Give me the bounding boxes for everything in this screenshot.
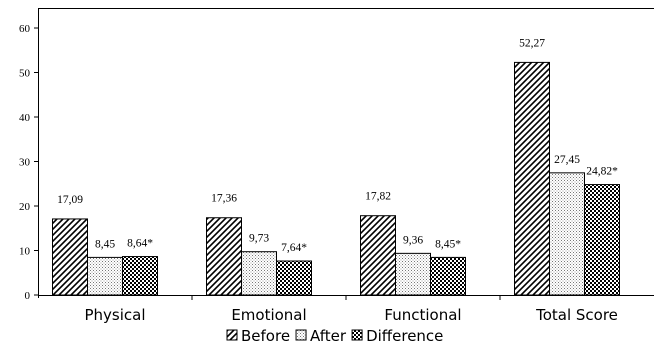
y-tick-label: 10 [19, 246, 31, 258]
x-axis-categories: Physical Emotional Functional Total Score [84, 295, 618, 324]
data-label: 52,27 [519, 37, 545, 49]
data-labels: 17,09 8,45 8,64* 17,36 9,73 7,64* 17,82 9,36 8,4… [57, 37, 618, 254]
legend-swatch-difference [351, 329, 363, 341]
bar-difference-functional [430, 256, 466, 296]
legend-label-difference: Difference [366, 327, 443, 345]
data-label: 9,36 [403, 234, 423, 246]
data-label: 24,82* [586, 166, 618, 178]
data-label: 7,64* [281, 242, 307, 254]
data-label: 27,45 [554, 154, 580, 166]
bar-after-physical [87, 256, 123, 296]
y-tick-label: 20 [19, 201, 31, 213]
y-tick-label: 40 [19, 112, 31, 124]
legend-label-before: Before [241, 327, 290, 345]
data-label: 9,73 [249, 233, 269, 245]
data-label: 17,82 [365, 191, 391, 203]
y-tick-label: 30 [19, 157, 31, 169]
bars [52, 61, 620, 296]
category-label: Functional [384, 306, 461, 324]
bar-before-emotional [206, 217, 242, 296]
bar-after-emotional [241, 251, 277, 296]
bar-difference-emotional [276, 260, 312, 296]
y-tick-label: 60 [19, 23, 31, 35]
bar-difference-physical [122, 256, 158, 296]
y-tick-label: 0 [25, 290, 31, 302]
y-tick-label: 50 [19, 68, 31, 80]
category-label: Total Score [535, 306, 618, 324]
y-axis: 0 10 20 30 40 50 60 [19, 23, 38, 302]
data-label: 8,45* [435, 238, 461, 250]
legend: Before After Difference [226, 327, 443, 345]
bar-before-functional [360, 215, 396, 296]
category-label: Emotional [231, 306, 306, 324]
data-label: 8,64* [127, 238, 153, 250]
legend-swatch-after [295, 329, 307, 341]
legend-label-after: After [310, 327, 347, 345]
bar-before-total-score [514, 61, 550, 296]
bar-after-functional [395, 252, 431, 296]
legend-swatch-before [226, 329, 238, 341]
bar-before-physical [52, 218, 88, 296]
data-label: 17,09 [57, 194, 83, 206]
bar-after-total-score [549, 172, 585, 296]
category-label: Physical [84, 306, 145, 324]
data-label: 17,36 [211, 193, 237, 205]
bar-difference-total-score [584, 184, 620, 296]
data-label: 8,45 [95, 238, 115, 250]
